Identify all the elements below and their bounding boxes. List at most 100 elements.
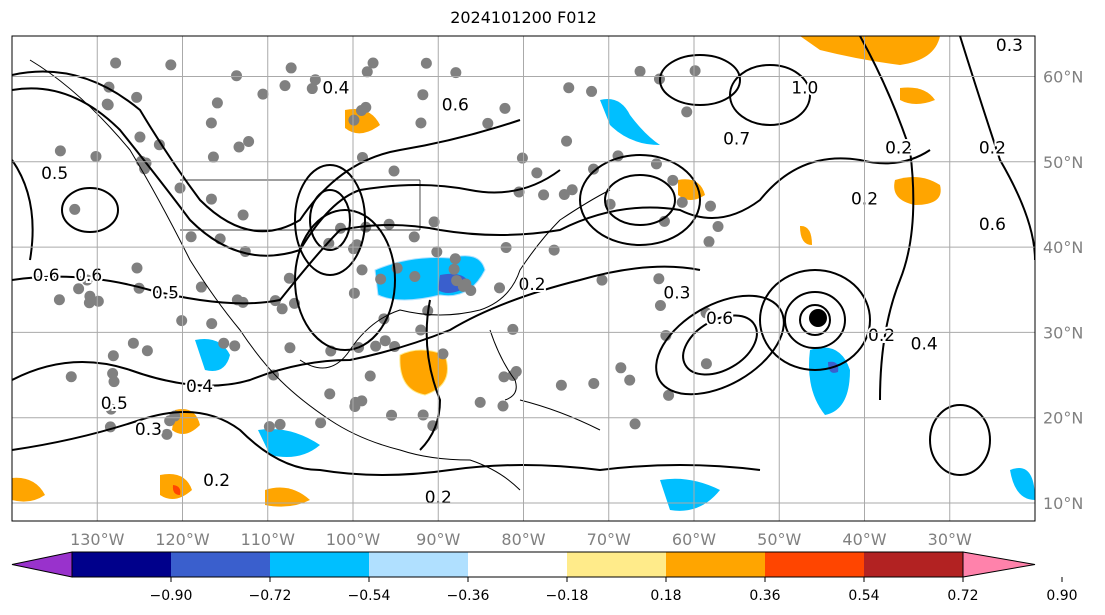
station-dot [596,274,608,286]
coastlines [29,59,611,491]
station-dot [350,396,362,408]
station-dot [110,57,122,69]
station-dot [65,371,77,383]
station-dot [69,203,81,215]
station-dot [73,283,85,295]
station-dot [409,271,421,283]
colorbar-tick-label: −0.36 [447,588,490,604]
station-dot [285,62,297,74]
colorbar-extend-max [962,551,1036,578]
colorbar-tick-label: −0.18 [546,588,589,604]
station-dot [101,98,113,110]
station-dot [555,379,567,391]
contour-label: 0.3 [663,283,690,303]
contour-label: 0.3 [996,36,1023,56]
station-dot [450,67,462,79]
colorbar-extend-min [11,551,73,578]
map-plot-area: 0.5 0.6 0.6 0.5 0.4 0.5 0.3 0.2 0.4 0.6 0.2 0.2 0.3 0… [12,36,1035,521]
station-dot [700,307,712,319]
station-dot [206,318,218,330]
station-dot [211,97,223,109]
station-dot [516,152,528,164]
contour-label: 0.3 [135,420,162,440]
station-dot [348,287,360,299]
contour-label: 0.4 [186,377,213,397]
contour-label: 0.6 [979,215,1006,235]
colorbar-segment [468,552,567,577]
contour-label: 0.2 [519,275,546,295]
longitude-label: 70°W [587,530,631,549]
colorbar-segment [864,552,963,577]
contour-label: 0.5 [41,164,68,184]
longitude-label: 80°W [501,530,545,549]
contour-label: 0.4 [322,79,349,99]
station-dot [510,365,522,377]
station-dot [558,188,570,200]
station-dot [494,282,506,294]
station-dot [703,236,715,248]
colorbar-tick-label: 0.36 [749,588,780,604]
station-dot [131,91,143,103]
latitude-label: 40°N [1043,238,1083,257]
station-dot [315,417,327,429]
station-dot [356,264,368,276]
colorbar-segment [567,552,666,577]
contour-label: 0.6 [33,266,60,286]
station-dot [153,139,165,151]
colorbar-outline [71,551,964,578]
station-dot [379,335,391,347]
contour-label: 0.4 [911,334,938,354]
station-dot [361,66,373,78]
station-dot [233,141,245,153]
longitude-label: 130°W [70,530,125,549]
station-dot [348,243,360,255]
latitude-label: 50°N [1043,153,1083,172]
station-dot [141,345,153,357]
station-dot [306,83,318,95]
station-dot [107,368,119,380]
low-center-marker [809,309,827,327]
contour-labels: 0.5 0.6 0.6 0.5 0.4 0.5 0.3 0.2 0.4 0.6 0.2 0.2 0.3 0… [31,36,1025,510]
latitude-label: 30°N [1043,323,1083,342]
station-dot [105,403,117,415]
station-dot [161,428,173,440]
station-dots [53,57,724,440]
station-dot [548,244,560,256]
longitude-label: 30°W [928,530,972,549]
station-dot [185,231,197,243]
station-dot [165,59,177,71]
colorbar-tick-label: −0.90 [150,588,193,604]
contour-label: 0.6 [706,309,733,329]
station-dot [108,376,120,388]
station-dot [176,315,188,327]
station-dot [588,377,600,389]
station-dot [498,371,510,383]
longitude-label: 60°W [672,530,716,549]
station-dot [538,189,550,201]
station-dot [386,409,398,421]
station-dot [465,285,477,297]
station-dot [420,57,432,69]
station-dot [284,342,296,354]
station-dot [205,117,217,129]
colorbar-tick-label: 0.90 [1046,588,1077,604]
station-dot [588,163,600,175]
longitude-label: 50°W [757,530,801,549]
station-dot [431,246,443,258]
station-dot [131,262,143,274]
station-dot [499,102,511,114]
station-dot [689,65,701,77]
station-dot [370,340,382,352]
contour-label: 0.2 [868,326,895,346]
station-dot [348,114,360,126]
station-dot [615,362,627,374]
station-dot [531,167,543,179]
station-dot [257,88,269,100]
station-dot [229,340,241,352]
station-dot [700,358,712,370]
station-dot [654,299,666,311]
station-dot [428,216,440,228]
station-dot [650,158,662,170]
latitude-label: 60°N [1043,68,1083,87]
